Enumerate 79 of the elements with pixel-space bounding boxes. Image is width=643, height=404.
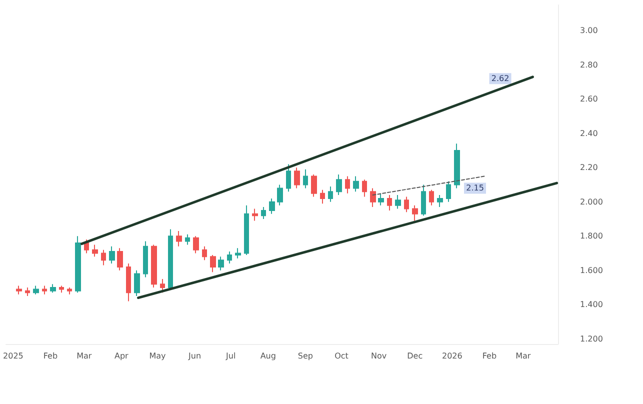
y-tick-label: 2.000 bbox=[580, 197, 603, 206]
candlestick bbox=[261, 206, 266, 220]
candlestick bbox=[446, 180, 451, 202]
x-tick-label: Mar bbox=[76, 352, 92, 360]
candlestick bbox=[92, 244, 98, 258]
candlestick bbox=[387, 194, 392, 211]
candlestick bbox=[252, 208, 258, 222]
candlestick bbox=[370, 188, 376, 208]
x-tick-label: Aug bbox=[260, 352, 276, 360]
x-tick-label: 2025 bbox=[3, 352, 24, 360]
y-tick-label: 3.00 bbox=[580, 26, 598, 36]
candlestick bbox=[143, 240, 148, 278]
candlestick bbox=[202, 246, 207, 261]
y-tick-label: 1.400 bbox=[580, 300, 603, 310]
candlestick bbox=[404, 196, 409, 213]
candlestick bbox=[437, 194, 443, 208]
x-tick-label: May bbox=[149, 352, 166, 360]
x-tick-label: Mar bbox=[516, 352, 532, 360]
candlestick bbox=[33, 285, 39, 295]
candlestick bbox=[244, 204, 249, 256]
candlestick bbox=[59, 285, 64, 294]
candlestick bbox=[320, 189, 325, 204]
candlestick bbox=[42, 285, 47, 295]
candlestick bbox=[218, 256, 224, 271]
y-tick-label: 2.60 bbox=[580, 94, 598, 104]
candlestick bbox=[50, 284, 56, 294]
candlestick bbox=[134, 270, 140, 297]
candlestick bbox=[210, 254, 216, 273]
candlestick bbox=[176, 230, 182, 247]
x-tick-label: Jun bbox=[188, 352, 202, 360]
candlestick bbox=[429, 189, 434, 206]
candlestick bbox=[395, 194, 401, 210]
candlestick bbox=[328, 186, 333, 202]
x-tick-label: Oct bbox=[334, 352, 348, 360]
candlestick bbox=[193, 236, 199, 254]
candlestick bbox=[25, 287, 30, 297]
y-tick-label: 2.80 bbox=[580, 60, 598, 70]
candlestick bbox=[235, 248, 241, 259]
candlestick bbox=[421, 184, 426, 216]
x-tick-label: Jul bbox=[225, 352, 236, 360]
candlestick bbox=[117, 248, 123, 271]
candlestick bbox=[126, 263, 131, 302]
y-tick-label: 1.800 bbox=[580, 232, 603, 241]
candlestick bbox=[353, 176, 359, 192]
candlestick bbox=[311, 174, 317, 198]
candlestick bbox=[294, 167, 300, 189]
x-tick-label: 2026 bbox=[442, 352, 462, 360]
candlestick bbox=[185, 234, 190, 246]
y-tick-label: 1.600 bbox=[580, 266, 603, 275]
candlestick bbox=[277, 184, 283, 206]
candlestick bbox=[269, 198, 275, 214]
candlestick bbox=[336, 174, 342, 196]
candlestick bbox=[345, 176, 350, 194]
x-tick-label: Feb bbox=[482, 352, 497, 360]
candlestick bbox=[101, 249, 106, 266]
candlestick bbox=[227, 251, 232, 264]
candlestick bbox=[75, 236, 81, 294]
candlestick bbox=[378, 192, 384, 206]
y-tick-label: 2.20 bbox=[580, 163, 598, 172]
candlestick bbox=[84, 239, 89, 254]
candlestick bbox=[303, 168, 308, 189]
candlestick bbox=[362, 179, 367, 198]
x-tick-label: Feb bbox=[43, 352, 58, 360]
annotation: 2.62 bbox=[491, 74, 510, 84]
y-tick-label: 1.200 bbox=[580, 334, 603, 344]
candlestick bbox=[168, 228, 173, 290]
x-tick-label: Sep bbox=[298, 352, 313, 360]
candlestick bbox=[16, 285, 22, 295]
candlestick bbox=[151, 244, 157, 288]
y-tick-label: 2.40 bbox=[580, 128, 598, 138]
annotation: 2.15 bbox=[466, 184, 484, 193]
candlestick bbox=[109, 246, 115, 264]
x-tick-label: Dec bbox=[407, 352, 423, 360]
candlestick bbox=[67, 287, 72, 295]
candlestick bbox=[454, 143, 460, 189]
x-tick-label: Apr bbox=[114, 352, 130, 360]
candlestick bbox=[286, 164, 291, 192]
candlestick bbox=[412, 204, 418, 222]
x-tick-label: Nov bbox=[370, 352, 387, 360]
